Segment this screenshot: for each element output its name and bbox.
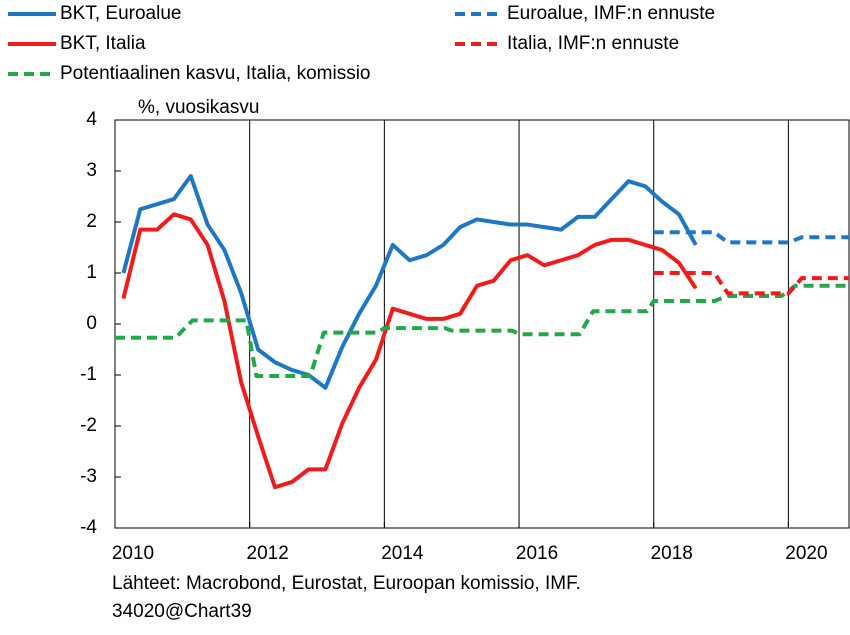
legend-label: Euroalue, IMF:n ennuste	[507, 3, 715, 24]
y-axis-label: %, vuosikasvu	[138, 97, 259, 118]
footer-source: Lähteet: Macrobond, Eurostat, Euroopan k…	[112, 573, 581, 594]
series-line	[121, 174, 698, 390]
x-tick-label: 2014	[381, 543, 424, 564]
plot-frame	[114, 119, 850, 529]
y-tick-label: -2	[80, 415, 97, 436]
legend-label: BKT, Euroalue	[60, 3, 181, 24]
y-tick-label: 0	[86, 313, 97, 334]
series-line	[115, 283, 849, 379]
y-tick-label: 3	[86, 160, 97, 181]
y-tick-label: 4	[86, 109, 97, 130]
series-line	[653, 230, 849, 245]
legend-label: Potentiaalinen kasvu, Italia, komissio	[60, 63, 371, 84]
y-tick-label: 1	[86, 262, 97, 283]
series-line	[121, 212, 698, 490]
footer-code: 34020@Chart39	[112, 601, 252, 622]
x-tick-label: 2010	[112, 543, 154, 564]
x-tick-label: 2012	[247, 543, 289, 564]
y-tick-label: -3	[80, 466, 97, 487]
x-tick-label: 2016	[516, 543, 558, 564]
x-tick-label: 2020	[785, 543, 827, 564]
legend-label: Italia, IMF:n ennuste	[507, 33, 679, 54]
legend-label: BKT, Italia	[60, 33, 146, 54]
x-tick-label: 2018	[651, 543, 693, 564]
series-line	[653, 271, 849, 296]
y-tick-label: -4	[80, 517, 97, 538]
y-tick-label: 2	[86, 211, 97, 232]
y-tick-label: -1	[80, 364, 97, 385]
